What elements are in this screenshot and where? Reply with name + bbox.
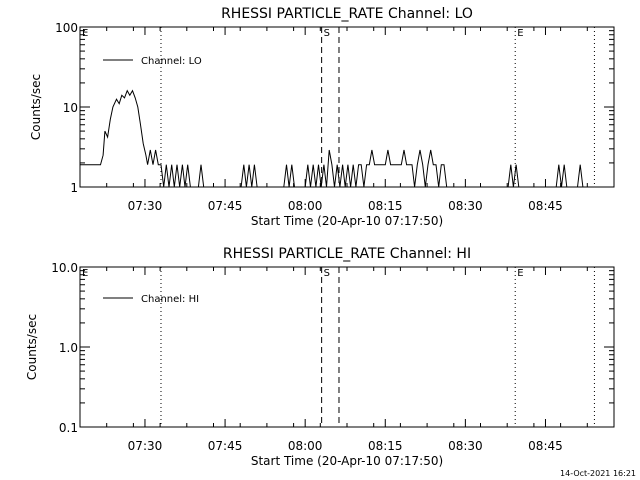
y-tick-label: 1: [70, 181, 78, 195]
marker-label: E: [517, 268, 523, 279]
y-tick-labels: 0.1 1.0 10.0: [51, 261, 78, 435]
x-tick-labels: 07:30 07:45 08:00 08:15 08:30 08:45: [128, 199, 563, 213]
x-tick-label: 08:30: [448, 199, 483, 213]
y-tick-label: 10.0: [51, 261, 78, 275]
y-axis-label: Counts/sec: [25, 314, 39, 380]
y-ticks: [80, 266, 614, 428]
x-tick-label: 08:15: [368, 199, 403, 213]
legend: Channel: LO: [103, 56, 202, 67]
x-ticks: [106, 267, 588, 427]
y-tick-label: 0.1: [59, 421, 78, 435]
x-axis-label: Start Time (20-Apr-10 07:17:50): [251, 214, 443, 228]
x-tick-labels: 07:30 07:45 08:00 08:15 08:30 08:45: [128, 439, 563, 453]
panel-hi: RHESSI PARTICLE_RATE Channel: HI 07:30 07…: [25, 246, 615, 468]
legend-label: Channel: HI: [141, 294, 199, 305]
y-tick-label: 1.0: [59, 341, 78, 355]
y-axis-label: Counts/sec: [29, 74, 43, 140]
plot-frame: [79, 266, 615, 428]
marker-label: E: [82, 28, 88, 39]
x-tick-label: 07:30: [128, 439, 163, 453]
x-tick-label: 07:45: [208, 439, 243, 453]
marker-label: E: [82, 268, 88, 279]
marker-label: E: [517, 28, 523, 39]
marker-label: S: [324, 268, 330, 279]
y-ticks: [80, 26, 614, 188]
panel-lo: RHESSI PARTICLE_RATE Channel: LO 07:30 07…: [29, 6, 615, 228]
data-series: [80, 89, 584, 188]
x-axis-label: Start Time (20-Apr-10 07:17:50): [251, 454, 443, 468]
series-line: [80, 89, 584, 188]
y-tick-label: 10: [63, 101, 78, 115]
x-tick-label: 08:00: [288, 439, 323, 453]
x-tick-label: 08:30: [448, 439, 483, 453]
chart-title: RHESSI PARTICLE_RATE Channel: LO: [221, 6, 473, 22]
x-tick-label: 08:45: [528, 199, 563, 213]
marker-label: S: [324, 28, 330, 39]
x-tick-label: 07:30: [128, 199, 163, 213]
y-tick-label: 100: [55, 21, 78, 35]
y-tick-labels: 1 10 100: [55, 21, 78, 195]
chart-title: RHESSI PARTICLE_RATE Channel: HI: [223, 246, 471, 262]
timestamp: 14-Oct-2021 16:21: [560, 469, 636, 478]
x-tick-label: 07:45: [208, 199, 243, 213]
x-tick-label: 08:45: [528, 439, 563, 453]
x-tick-label: 08:00: [288, 199, 323, 213]
x-tick-label: 08:15: [368, 439, 403, 453]
plot-frame: [79, 26, 615, 188]
legend: Channel: HI: [103, 294, 199, 305]
legend-label: Channel: LO: [141, 56, 202, 67]
